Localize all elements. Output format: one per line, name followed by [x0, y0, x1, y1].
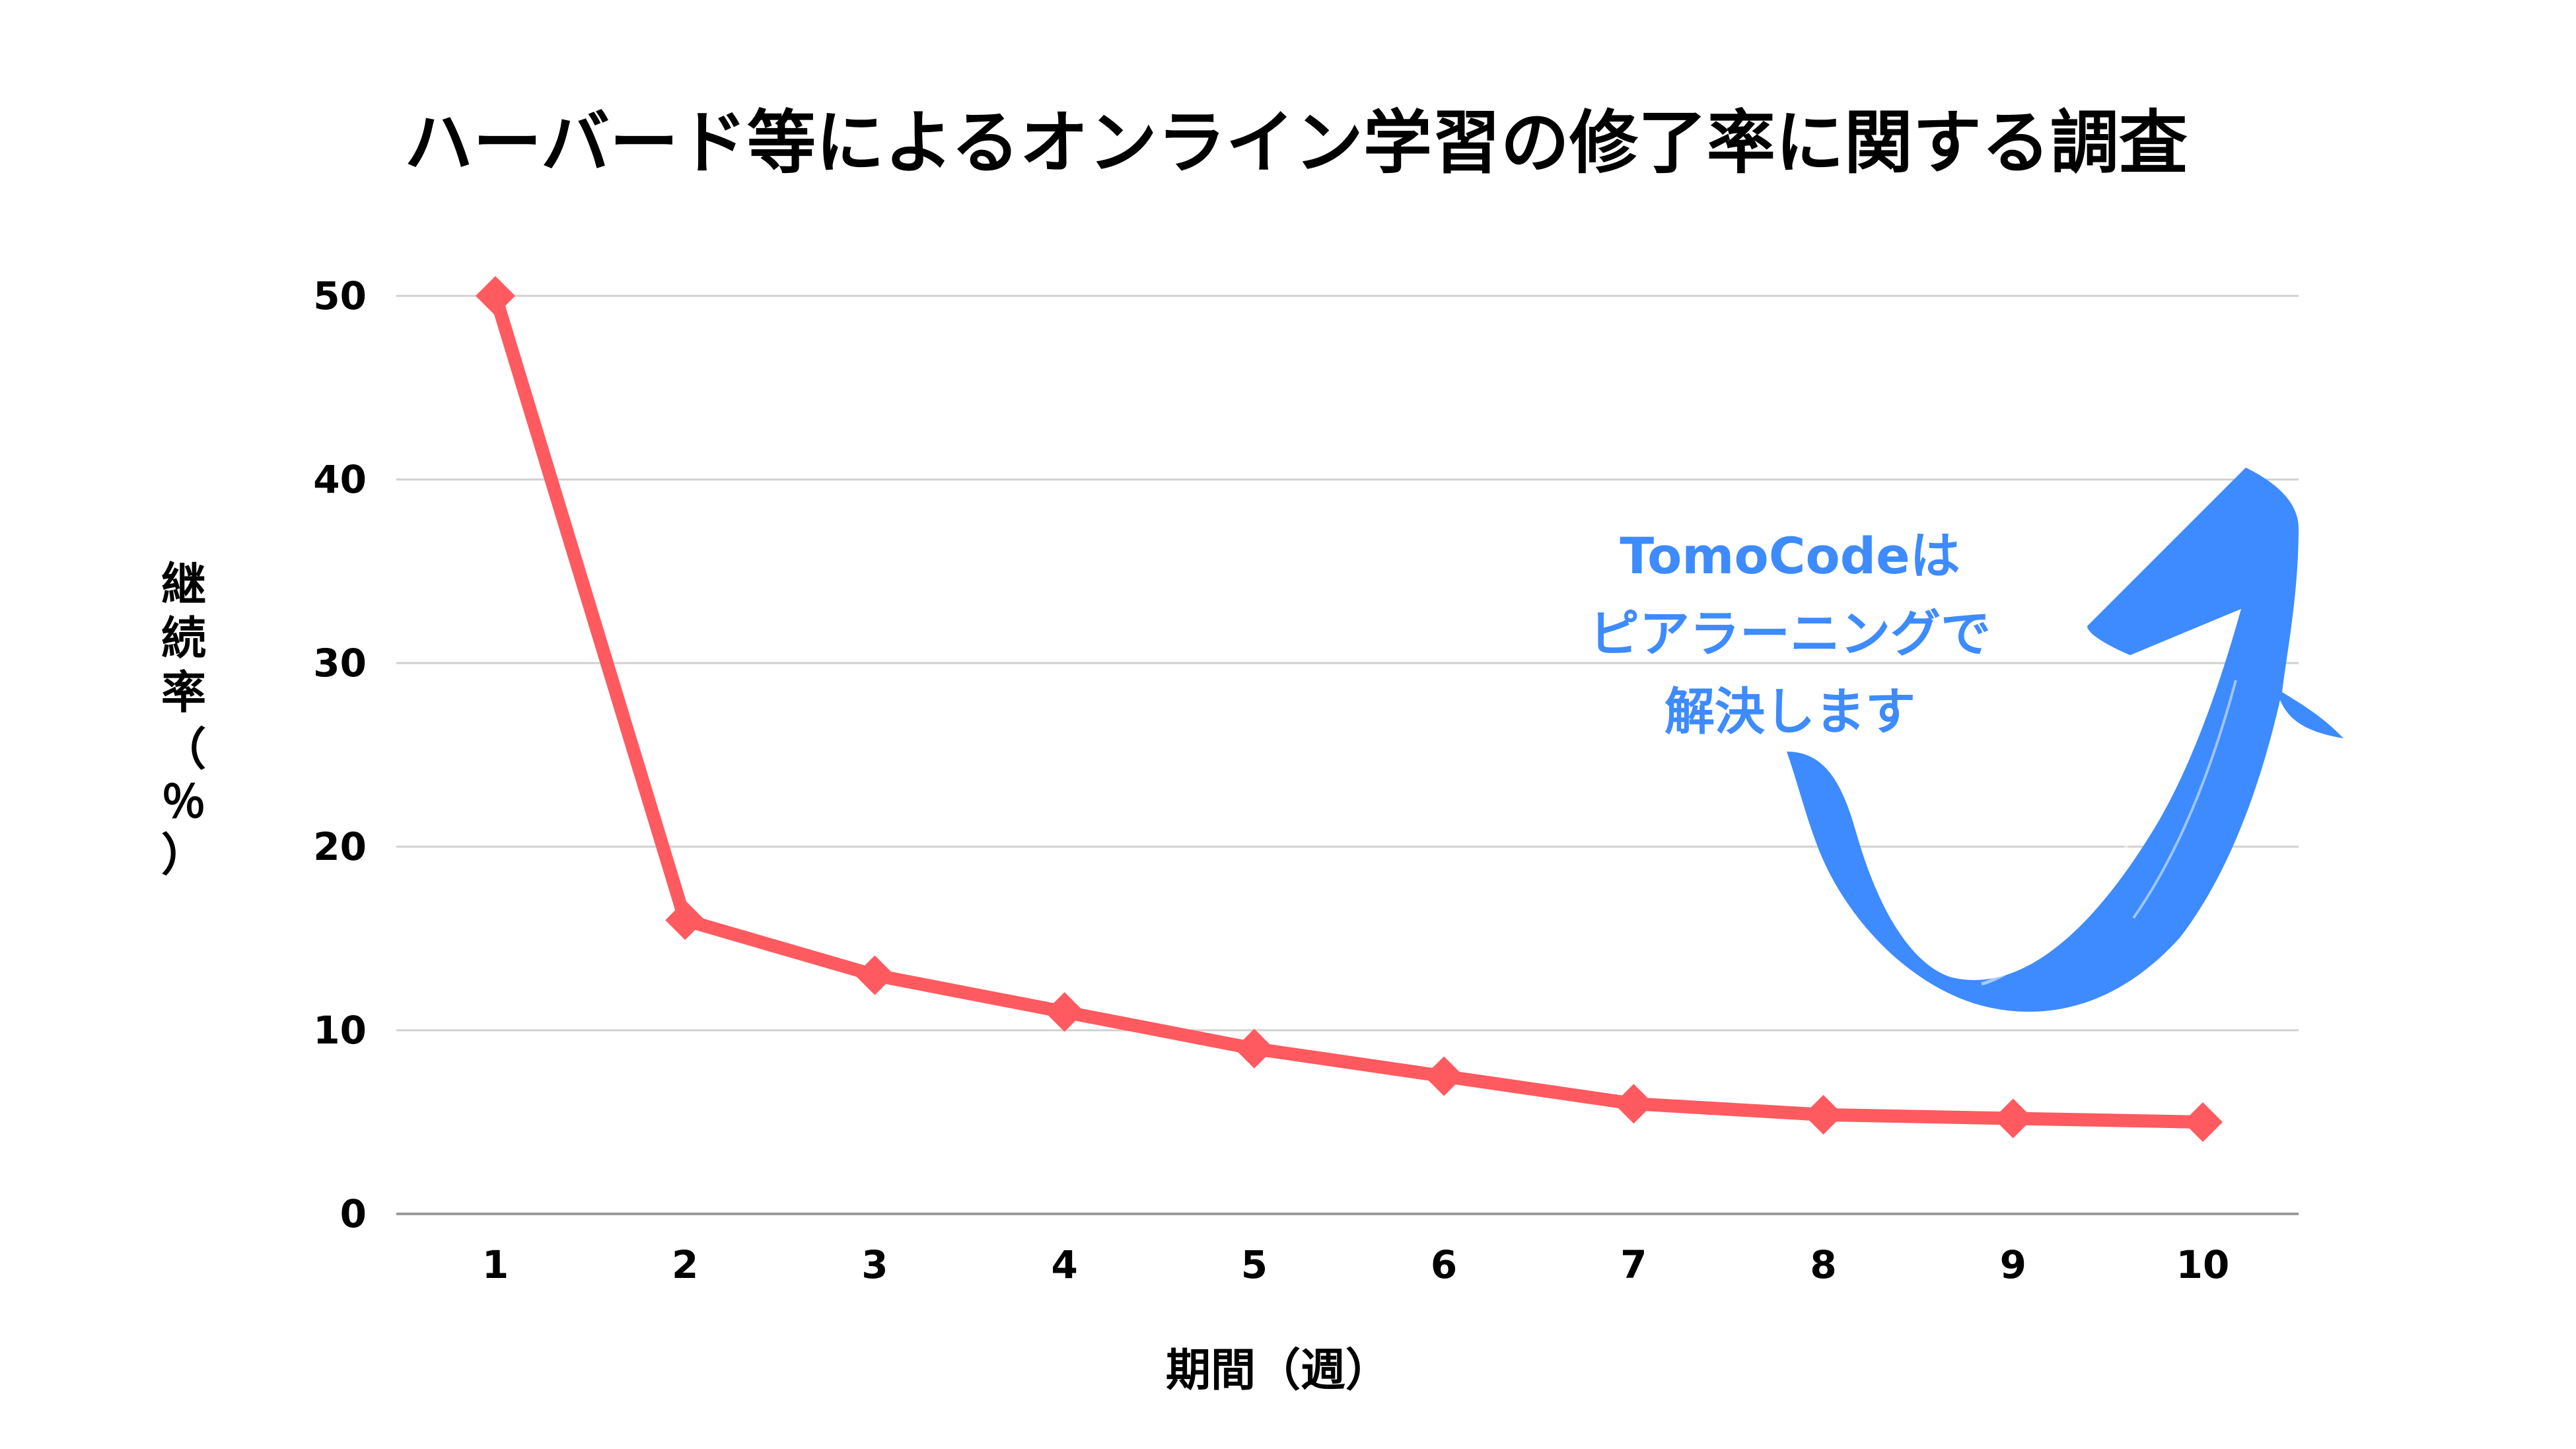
data-point-marker — [1044, 992, 1085, 1032]
y-axis-label-char: （ — [161, 724, 206, 776]
series-line — [489, 289, 2209, 1129]
y-axis-ticks: 0 10 20 30 40 50 — [313, 273, 367, 1236]
y-tick-label: 20 — [313, 824, 367, 869]
data-point-marker — [476, 276, 515, 316]
series-group — [476, 276, 2223, 1142]
y-axis-label-char: ） — [161, 830, 206, 882]
y-tick-label: 0 — [340, 1191, 367, 1236]
y-tick-label: 50 — [313, 273, 367, 318]
x-tick-label: 7 — [1620, 1242, 1647, 1287]
data-point-marker — [1993, 1098, 2033, 1139]
y-tick-label: 40 — [313, 457, 367, 502]
x-tick-label: 10 — [2176, 1242, 2230, 1287]
arrow-brush-highlight — [1981, 712, 2201, 986]
annotation-line: TomoCodeは — [1620, 526, 1960, 585]
annotation-line: ピアラーニングで — [1589, 604, 1991, 663]
curved-up-arrow-icon — [1787, 468, 2343, 1012]
chart-title: ハーバード等によるオンライン学習の修了率に関する調査 — [404, 102, 2188, 183]
x-tick-label: 8 — [1810, 1242, 1836, 1287]
data-point-marker — [2183, 1102, 2223, 1142]
x-tick-label: 2 — [672, 1242, 698, 1287]
y-tick-label: 10 — [313, 1008, 367, 1053]
x-tick-label: 5 — [1241, 1242, 1268, 1287]
x-tick-label: 4 — [1051, 1242, 1077, 1287]
annotation-line: 解決します — [1664, 682, 1915, 741]
data-point-marker — [1424, 1056, 1464, 1096]
y-axis-label-char: ％ — [161, 777, 206, 829]
x-axis-label: 期間（週） — [1166, 1345, 1390, 1397]
gridlines — [396, 295, 2299, 1215]
y-axis-label-char: 続 — [161, 613, 206, 665]
x-tick-label: 1 — [482, 1242, 509, 1287]
y-tick-label: 30 — [313, 641, 367, 686]
data-point-marker — [1614, 1084, 1654, 1124]
data-point-marker — [1803, 1094, 1843, 1135]
x-tick-label: 6 — [1431, 1242, 1457, 1287]
x-tick-label: 3 — [861, 1242, 888, 1287]
data-point-marker — [1234, 1028, 1274, 1069]
x-axis-ticks: 1 2 3 4 5 6 7 8 9 10 — [482, 1242, 2230, 1287]
y-axis-label-char: 率 — [161, 667, 206, 719]
data-point-marker — [855, 955, 895, 995]
y-axis-label: 継続率（％） — [161, 559, 206, 882]
annotation-arrow-shape — [1787, 468, 2343, 1012]
y-axis-label-char: 継 — [161, 559, 206, 611]
x-tick-label: 9 — [2000, 1242, 2026, 1287]
data-point-marker — [665, 900, 705, 940]
arrow-brush-highlight-2 — [2132, 680, 2237, 919]
